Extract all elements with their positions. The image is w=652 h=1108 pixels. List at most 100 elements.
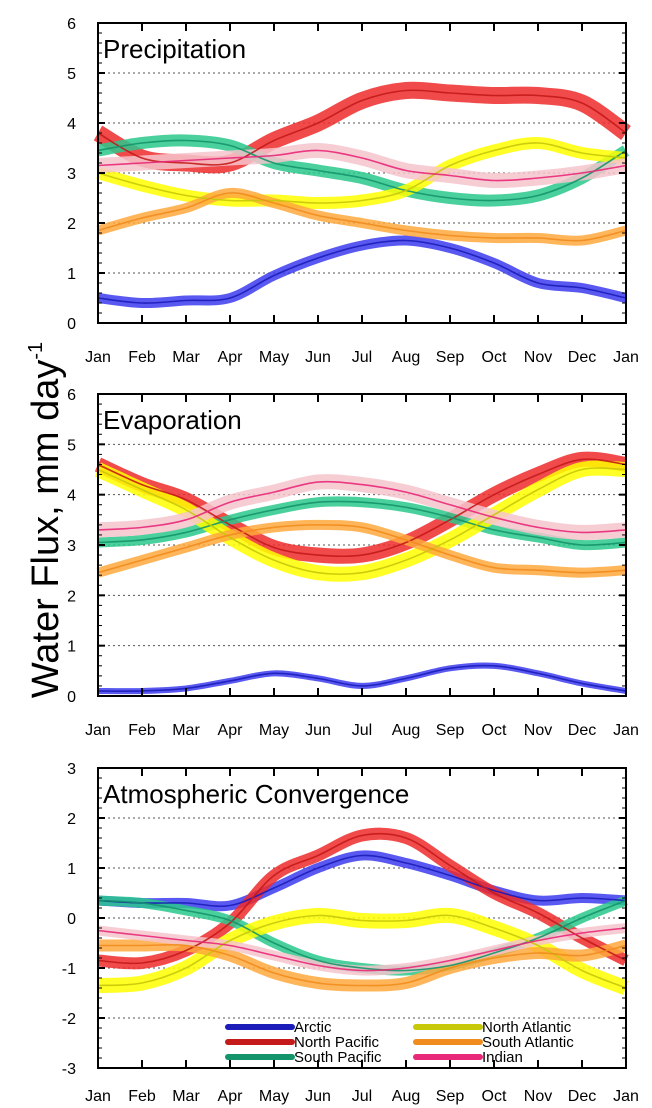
legend-item-south-atlantic: South Atlantic — [413, 1034, 574, 1051]
x-tick-label: Oct — [482, 722, 507, 739]
x-tick-label: Nov — [524, 1088, 552, 1105]
series-line-north-atlantic — [97, 914, 627, 989]
legend-label: North Atlantic — [482, 1019, 572, 1036]
x-tick-label: Jul — [352, 1088, 372, 1105]
series-line-north-atlantic — [97, 467, 627, 576]
legend-item-south-pacific: South Pacific — [225, 1049, 382, 1066]
panel-title: Evaporation — [103, 405, 242, 435]
y-tick-label: 0 — [67, 316, 76, 333]
legend-label: North Pacific — [294, 1034, 380, 1051]
x-tick-label: Mar — [172, 1088, 200, 1105]
y-tick-label: 4 — [67, 116, 76, 133]
x-tick-label: Aug — [392, 722, 420, 739]
x-tick-label: Dec — [568, 349, 596, 366]
y-axis-label: Water Flux, mm day-1 — [25, 342, 67, 698]
y-tick-label: 1 — [67, 266, 76, 283]
x-tick-label: Sep — [436, 722, 465, 739]
x-tick-label: Oct — [482, 1088, 507, 1105]
y-tick-label: -2 — [62, 1011, 76, 1028]
x-tick-label: Jun — [305, 349, 331, 366]
x-tick-label: Jan — [85, 722, 111, 739]
legend-item-north-pacific: North Pacific — [225, 1034, 380, 1051]
x-tick-label: Dec — [568, 722, 596, 739]
x-tick-label: May — [259, 349, 289, 366]
x-tick-label: Jun — [305, 1088, 331, 1105]
x-tick-label: Sep — [436, 349, 465, 366]
series-band-arctic — [97, 850, 627, 912]
x-tick-label: Sep — [436, 1088, 465, 1105]
x-tick-label: Feb — [128, 1088, 156, 1105]
panel-title: Atmospheric Convergence — [103, 779, 409, 809]
y-tick-label: 4 — [67, 488, 76, 505]
series-line-south-atlantic — [97, 943, 627, 987]
panel-2: -3 -2 -1 0 1 2 3 Jan Feb Mar Apr May Jun Jul Aug Sep Oct… — [62, 761, 639, 1105]
y-axis-label-exponent: -1 — [25, 342, 47, 360]
y-tick-label: 3 — [67, 538, 76, 555]
legend-item-arctic: Arctic — [225, 1019, 332, 1036]
x-tick-label: Jan — [613, 1088, 639, 1105]
series-line-north-pacific — [97, 832, 627, 965]
x-tick-label: Jul — [352, 349, 372, 366]
x-tick-label: Mar — [172, 722, 200, 739]
x-tick-label: May — [259, 722, 289, 739]
series-line-indian — [97, 480, 627, 534]
y-tick-label: 0 — [67, 911, 76, 928]
series-line-north-atlantic — [97, 142, 627, 204]
x-tick-label: Aug — [392, 1088, 420, 1105]
x-tick-label: Feb — [128, 349, 156, 366]
x-tick-label: Aug — [392, 349, 420, 366]
x-tick-label: May — [259, 1088, 289, 1105]
panel-title: Precipitation — [103, 34, 246, 64]
y-tick-label: 2 — [67, 811, 76, 828]
series-line-north-pacific — [97, 89, 627, 166]
legend-label: Arctic — [294, 1019, 332, 1036]
y-tick-label: 2 — [67, 216, 76, 233]
y-tick-label: 6 — [67, 16, 76, 33]
y-tick-label: 2 — [67, 588, 76, 605]
y-axis-label-main: Water Flux, mm day — [25, 360, 67, 699]
series-line-indian — [97, 149, 627, 182]
legend-item-north-atlantic: North Atlantic — [413, 1019, 572, 1036]
x-tick-label: Apr — [218, 349, 244, 366]
series-line-south-pacific — [97, 139, 627, 202]
x-tick-label: Nov — [524, 349, 552, 366]
x-tick-label: Apr — [218, 1088, 244, 1105]
y-tick-label: 3 — [67, 166, 76, 183]
legend-label: South Atlantic — [482, 1034, 574, 1051]
series-line-arctic — [97, 854, 627, 908]
series-line-south-atlantic — [97, 524, 627, 574]
y-tick-label: 5 — [67, 437, 76, 454]
series-line-south-pacific — [97, 500, 627, 546]
panels: 0 1 2 3 4 5 6 Jan Feb Mar Apr May Jun Jul Aug Sep Oct Nov… — [62, 16, 639, 1105]
series-band-arctic — [97, 235, 628, 309]
y-tick-label: -1 — [62, 961, 76, 978]
legend-item-indian: Indian — [413, 1049, 523, 1066]
x-tick-label: Mar — [172, 349, 200, 366]
panel-0: 0 1 2 3 4 5 6 Jan Feb Mar Apr May Jun Jul Aug Sep Oct Nov… — [67, 16, 639, 366]
x-tick-label: Jan — [613, 722, 639, 739]
x-tick-label: Jan — [85, 349, 111, 366]
x-tick-label: Jul — [352, 722, 372, 739]
y-tick-label: 5 — [67, 66, 76, 83]
x-tick-label: Dec — [568, 1088, 596, 1105]
x-tick-label: Oct — [482, 349, 507, 366]
series-band-arctic — [97, 662, 627, 695]
y-tick-label: 1 — [67, 639, 76, 656]
legend-label: Indian — [482, 1049, 523, 1066]
x-tick-label: Feb — [128, 722, 156, 739]
y-tick-label: 3 — [67, 761, 76, 778]
series-line-south-pacific — [97, 899, 627, 972]
x-tick-label: Apr — [218, 722, 244, 739]
x-tick-label: Nov — [524, 722, 552, 739]
series-line-indian — [97, 927, 627, 972]
x-tick-label: Jan — [85, 1088, 111, 1105]
series-line-north-pacific — [97, 458, 627, 558]
legend-label: South Pacific — [294, 1049, 382, 1066]
y-tick-label: 6 — [67, 387, 76, 404]
y-tick-label: 0 — [67, 689, 76, 706]
x-tick-label: Jan — [613, 349, 639, 366]
series-line-south-atlantic — [97, 192, 627, 242]
y-tick-label: 1 — [67, 861, 76, 878]
